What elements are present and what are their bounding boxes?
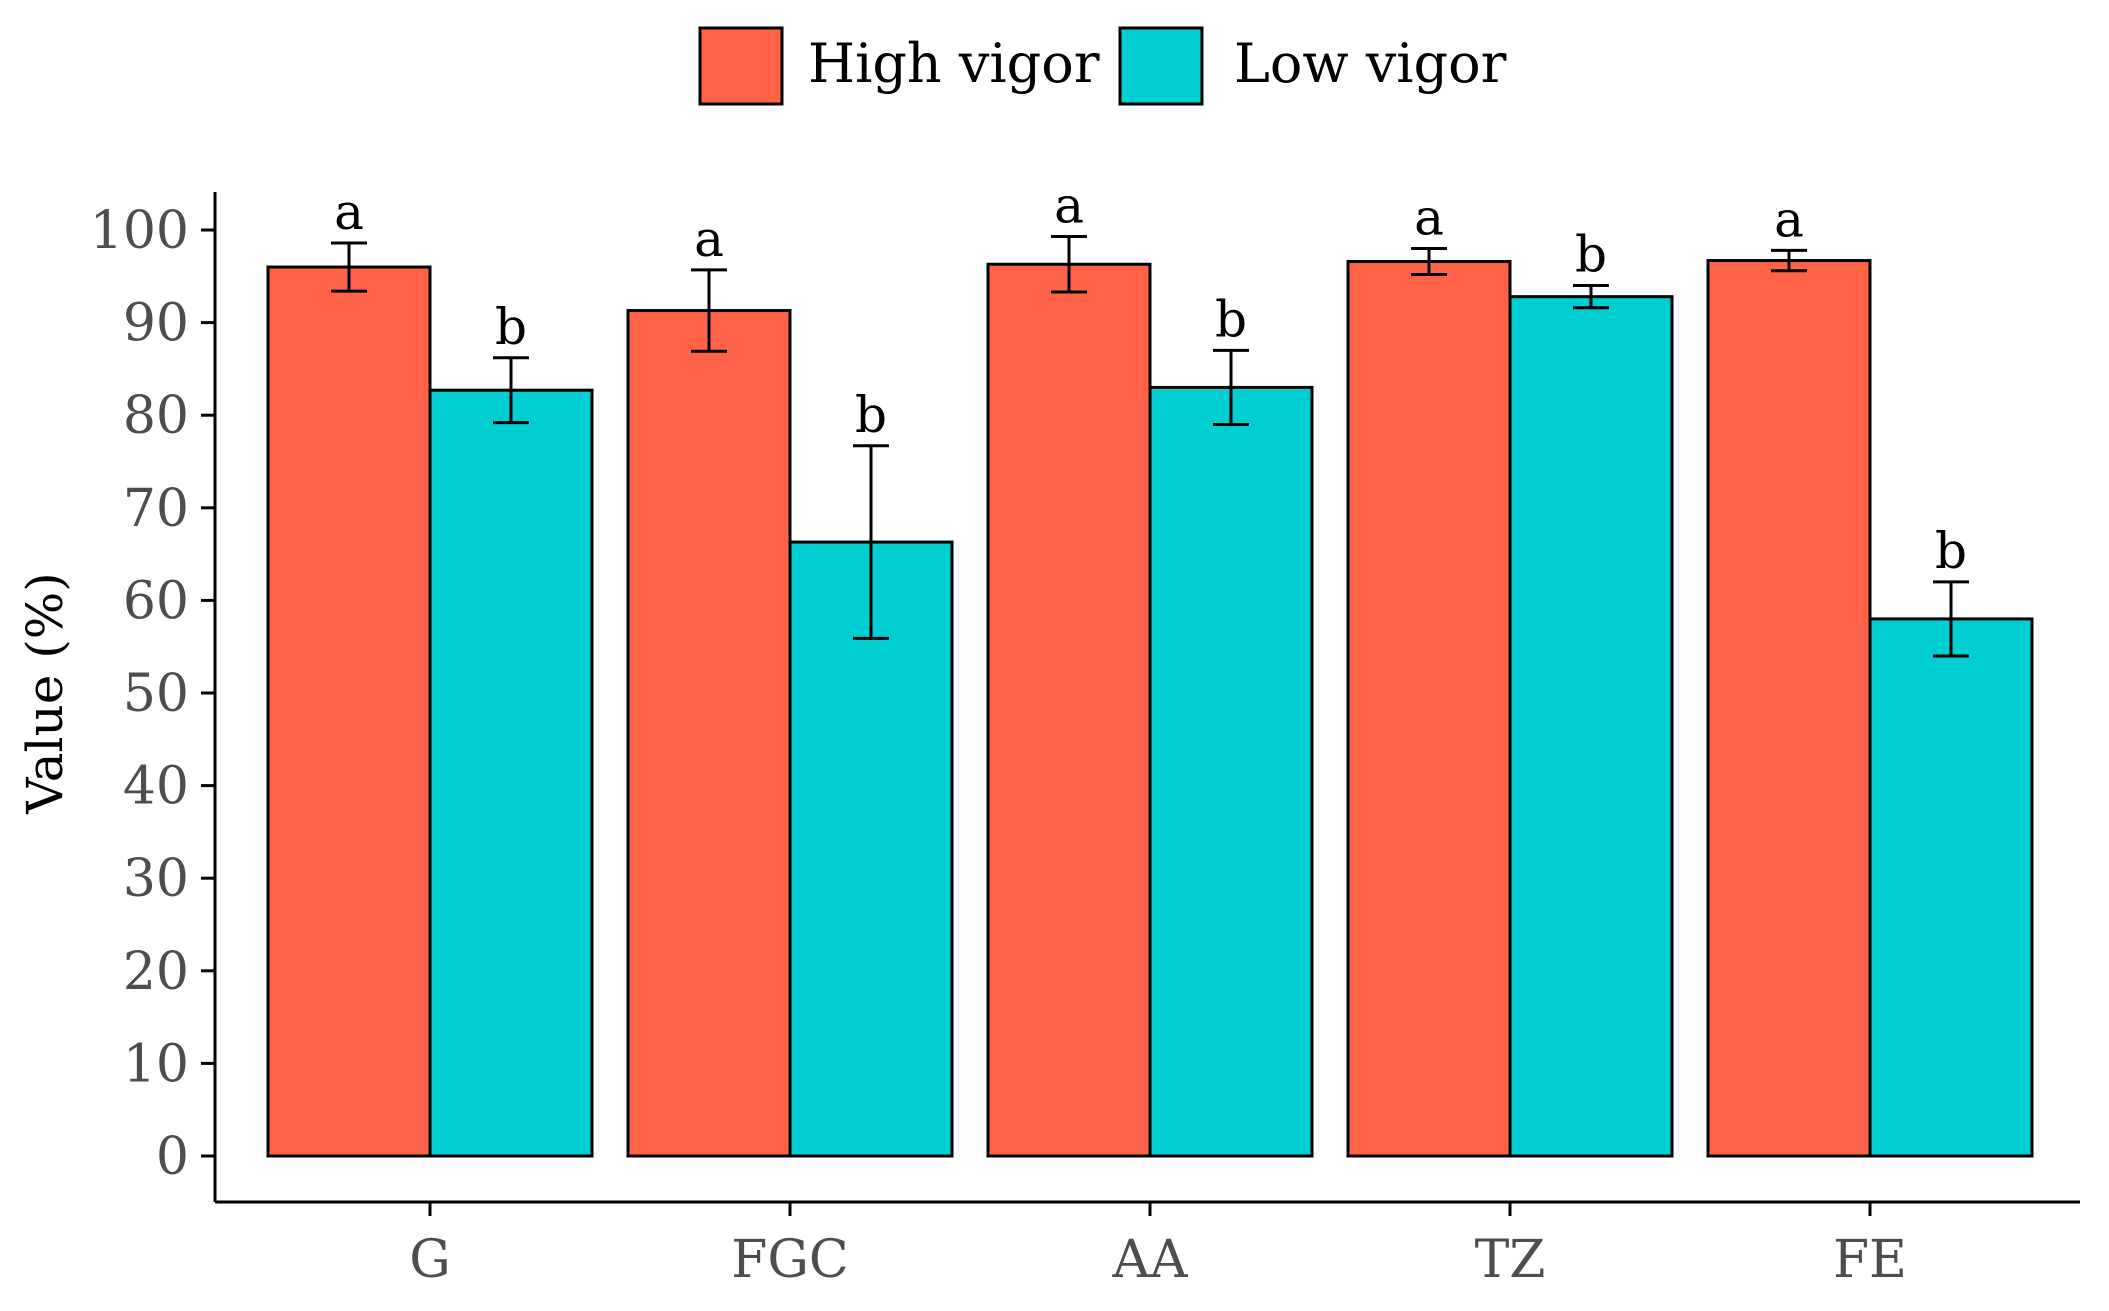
x-axis: G FGC AA TZ FE xyxy=(215,1200,2080,1290)
y-tick-label: 100 xyxy=(90,201,189,261)
bar-tz-high-vigor xyxy=(1346,259,1512,1158)
y-tick-label: 80 xyxy=(123,386,189,446)
y-tick-label: 10 xyxy=(123,1034,189,1094)
bar-g-high-vigor xyxy=(266,265,432,1158)
bar-aa-low-vigor xyxy=(1148,385,1314,1158)
legend-swatch xyxy=(1118,26,1204,106)
y-tick-label: 30 xyxy=(123,849,189,909)
y-tick-label: 40 xyxy=(123,757,189,817)
bar-fgc-high-vigor xyxy=(626,309,792,1158)
x-tick-label: G xyxy=(409,1230,451,1290)
significance-label: a xyxy=(694,210,724,268)
bar-fe-low-vigor xyxy=(1868,617,2034,1158)
y-tick-label: 50 xyxy=(123,664,189,724)
significance-label: a xyxy=(1414,189,1444,247)
bar-tz-low-vigor xyxy=(1508,295,1674,1158)
y-tick-label: 20 xyxy=(123,942,189,1002)
significance-label: b xyxy=(855,386,887,444)
significance-label: a xyxy=(334,183,364,241)
significance-label: a xyxy=(1774,190,1804,248)
significance-label: b xyxy=(1575,226,1607,284)
error-bars xyxy=(331,234,1969,658)
significance-label: b xyxy=(495,298,527,356)
bar-g-low-vigor xyxy=(428,388,594,1158)
legend-label: Low vigor xyxy=(1234,32,1507,95)
bar-fe-high-vigor xyxy=(1706,259,1872,1158)
y-tick-label: 60 xyxy=(123,571,189,631)
significance-label: a xyxy=(1054,176,1084,234)
x-tick-label: AA xyxy=(1111,1230,1189,1290)
legend-item-low-vigor: Low vigor xyxy=(1118,26,1507,106)
x-tick-label: TZ xyxy=(1475,1230,1546,1290)
y-tick-label: 90 xyxy=(123,294,189,354)
legend: High vigor Low vigor xyxy=(698,26,1507,106)
legend-label: High vigor xyxy=(808,32,1100,95)
bar-aa-high-vigor xyxy=(986,262,1152,1158)
x-tick-label: FE xyxy=(1833,1230,1907,1290)
significance-label: b xyxy=(1215,290,1247,348)
legend-swatch xyxy=(698,26,784,106)
x-tick-label: FGC xyxy=(731,1230,848,1290)
y-axis-title: Value (%) xyxy=(16,572,74,815)
y-tick-label: 0 xyxy=(156,1127,189,1187)
y-axis: 0 10 20 30 40 50 60 70 80 90 100 xyxy=(90,192,217,1202)
significance-label: b xyxy=(1935,522,1967,580)
legend-item-high-vigor: High vigor xyxy=(698,26,1100,106)
y-tick-label: 70 xyxy=(123,479,189,539)
bars xyxy=(266,259,2034,1158)
significance-labels: a a a a a b b b b b xyxy=(334,176,1967,579)
